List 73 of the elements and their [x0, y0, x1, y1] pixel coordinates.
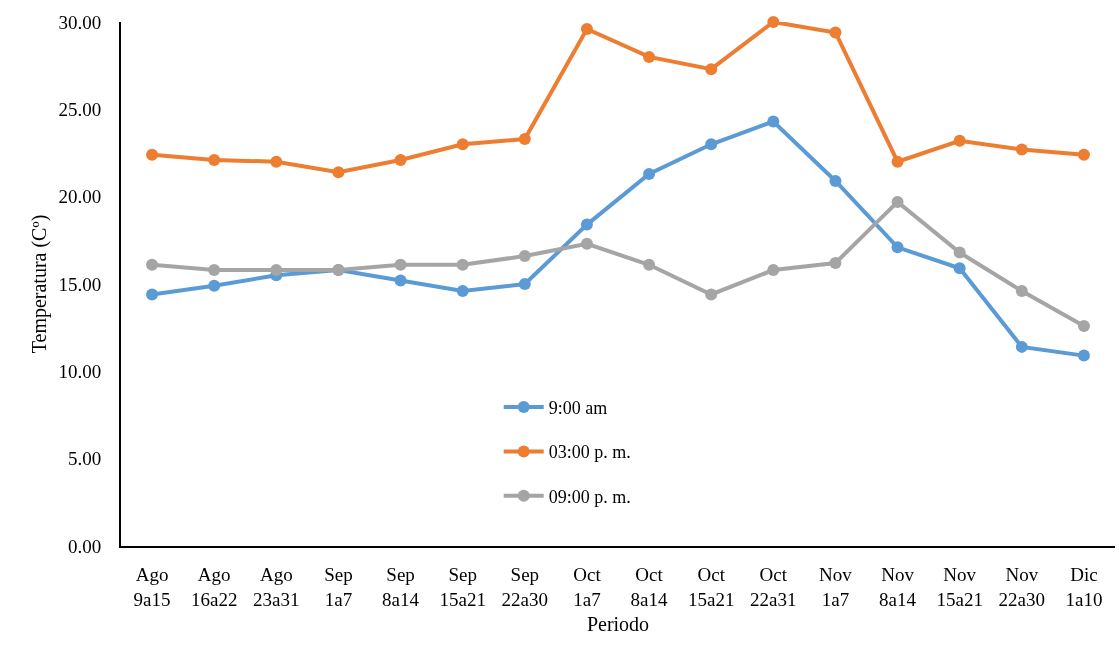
- x-tick-label: Oct 1a7: [573, 563, 602, 610]
- point: [580, 218, 593, 231]
- x-tick-label: Ago 16a22: [190, 563, 238, 610]
- x-tick-label: Nov 22a30: [998, 563, 1046, 610]
- x-tick-label: Oct 8a14: [630, 563, 669, 610]
- x-tick-label: Nov 1a7: [819, 563, 853, 610]
- y-tick-label: 20.00: [58, 186, 102, 208]
- point: [146, 148, 159, 161]
- point: [518, 250, 531, 263]
- point: [1077, 148, 1090, 161]
- point: [829, 174, 842, 187]
- point: [580, 237, 593, 250]
- point: [270, 155, 283, 168]
- point: [518, 278, 531, 290]
- point: [146, 288, 159, 301]
- point: [829, 26, 842, 39]
- x-tick-label: Sep 15a21: [439, 563, 486, 610]
- point: [1015, 284, 1028, 297]
- point: [456, 138, 469, 151]
- point: [270, 264, 283, 277]
- x-tick-label: Nov 8a14: [879, 563, 917, 610]
- y-tick-label: 30.00: [58, 11, 102, 33]
- point: [394, 274, 407, 287]
- point: [891, 241, 904, 254]
- x-tick-label: Nov 15a21: [936, 563, 983, 610]
- x-tick-label: Ago 23a31: [253, 563, 300, 610]
- point: [705, 138, 718, 151]
- x-tick-label: Oct 22a31: [750, 563, 797, 610]
- y-tick-label: 15.00: [58, 273, 102, 295]
- y-axis-title: Temperatura (Cº): [28, 214, 52, 354]
- point: [767, 16, 780, 28]
- point: [580, 22, 593, 35]
- x-tick-label: Ago 9a15: [133, 563, 171, 610]
- point: [208, 153, 221, 166]
- point: [829, 257, 842, 270]
- point: [953, 134, 966, 147]
- legend-label: 9:00 am: [548, 398, 608, 419]
- point: [456, 258, 469, 271]
- point: [705, 63, 718, 76]
- point: [891, 195, 904, 208]
- point: [456, 284, 469, 297]
- x-axis-title: Periodo: [586, 612, 650, 635]
- point: [953, 246, 966, 259]
- point: [767, 115, 780, 128]
- point: [705, 288, 718, 301]
- x-tick-label: Oct 15a21: [687, 563, 735, 610]
- y-tick-label: 10.00: [58, 360, 102, 382]
- point: [146, 258, 159, 271]
- point: [643, 167, 656, 180]
- point: [1077, 349, 1090, 362]
- legend-label: 09:00 p. m.: [548, 486, 631, 507]
- point: [1015, 143, 1028, 156]
- y-tick-label: 0.00: [67, 535, 102, 557]
- legend-label: 03:00 p. m.: [548, 442, 631, 463]
- point: [643, 258, 656, 271]
- point: [643, 50, 656, 63]
- y-tick-label: 25.00: [58, 98, 102, 120]
- point: [1077, 319, 1090, 332]
- y-tick-label: 5.00: [67, 448, 102, 470]
- point: [953, 262, 966, 275]
- x-tick-label: Dic 1a10: [1065, 563, 1103, 610]
- x-tick-label: Sep 1a7: [324, 563, 353, 610]
- point: [394, 153, 407, 166]
- point: [208, 279, 221, 292]
- point: [518, 133, 531, 146]
- point: [208, 264, 221, 277]
- point: [891, 155, 904, 168]
- x-tick-label: Sep 22a30: [501, 563, 549, 610]
- point: [394, 258, 407, 271]
- point: [332, 166, 345, 179]
- point: [1015, 340, 1028, 353]
- point: [767, 264, 780, 277]
- x-tick-label: Sep 8a14: [382, 563, 420, 610]
